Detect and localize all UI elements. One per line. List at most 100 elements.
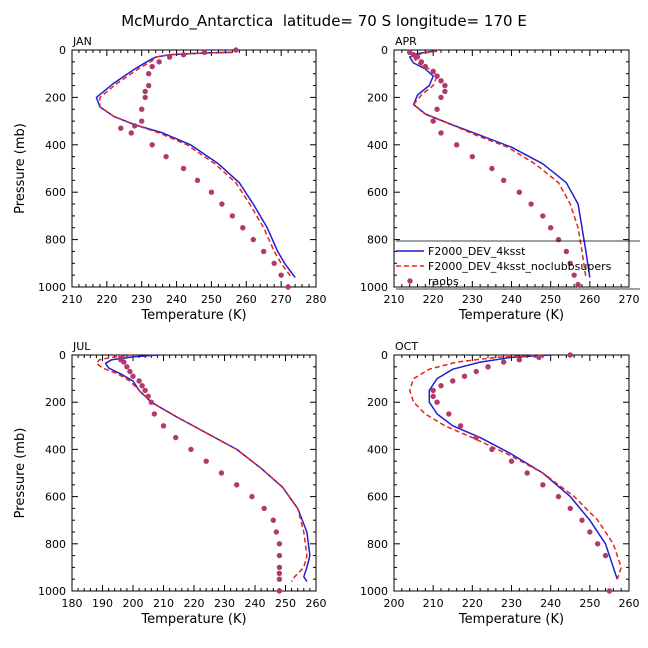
raobs-point xyxy=(229,213,236,219)
raobs-point xyxy=(438,78,444,84)
raobs-point xyxy=(249,493,255,500)
raobs-point xyxy=(524,470,530,476)
x-tick-label: 210 xyxy=(153,597,174,610)
raobs-point xyxy=(132,123,138,129)
x-tick-label: 210 xyxy=(423,597,444,610)
x-tick-label: 210 xyxy=(62,293,83,306)
legend-label: F2000_DEV_4ksst_noclubbsupers xyxy=(428,260,612,273)
x-tick-label: 180 xyxy=(62,597,83,610)
x-tick-label: 230 xyxy=(214,597,235,610)
y-tick-label: 400 xyxy=(367,139,388,152)
raobs-point xyxy=(188,446,194,453)
raobs-point xyxy=(430,387,436,394)
raobs-point xyxy=(233,47,239,53)
x-tick-label: 250 xyxy=(201,293,222,306)
raobs-point xyxy=(500,359,507,365)
y-tick-label: 800 xyxy=(45,234,66,247)
raobs-point xyxy=(430,68,436,75)
x-axis-label: Temperature (K) xyxy=(140,612,246,627)
x-tick-label: 210 xyxy=(384,293,405,306)
x-tick-label: 260 xyxy=(579,293,600,306)
raobs-point xyxy=(563,248,570,255)
raobs-point xyxy=(203,458,209,464)
x-tick-label: 260 xyxy=(306,597,327,610)
y-tick-label: 800 xyxy=(367,538,388,551)
series-f2000-dev-4ksst-line xyxy=(428,354,619,580)
raobs-point xyxy=(276,570,283,576)
y-tick-label: 800 xyxy=(367,234,388,247)
raobs-point xyxy=(434,399,440,405)
raobs-point xyxy=(180,165,187,172)
raobs-point xyxy=(450,378,456,384)
y-tick-label: 400 xyxy=(367,443,388,456)
panel-apr: 210 220 230 240 250 260 270 0 200 400 600 800 1000 AP… xyxy=(360,35,640,323)
legend-label: F2000_DEV_4ksst xyxy=(428,245,526,258)
raobs-point xyxy=(434,106,440,112)
series-f2000-dev-4ksst-noclubbsupers-line xyxy=(408,354,622,580)
raobs-point xyxy=(160,423,167,429)
raobs-point xyxy=(261,505,267,512)
raobs-point xyxy=(461,373,468,379)
raobs-point xyxy=(555,493,562,500)
raobs-point xyxy=(571,272,577,278)
raobs-point xyxy=(218,470,225,476)
x-axis-label: Temperature (K) xyxy=(458,308,564,323)
raobs-point xyxy=(453,142,460,148)
raobs-point xyxy=(273,529,280,535)
raobs-point xyxy=(149,63,155,70)
raobs-point xyxy=(536,354,542,361)
y-tick-label: 800 xyxy=(45,538,66,551)
raobs-point xyxy=(489,165,495,172)
raobs-point xyxy=(587,529,593,535)
legend: F2000_DEV_4ksst F2000_DEV_4ksst_noclubbsu… xyxy=(396,240,640,290)
x-tick-label: 230 xyxy=(501,597,522,610)
raobs-point xyxy=(516,189,523,195)
raobs-point xyxy=(142,88,148,95)
raobs-point xyxy=(142,387,148,394)
y-tick-label: 200 xyxy=(367,396,388,409)
panel-title: OCT xyxy=(395,340,418,353)
raobs-point xyxy=(434,73,440,79)
y-tick-label: 200 xyxy=(367,91,388,104)
x-tick-label: 240 xyxy=(166,293,187,306)
raobs-point xyxy=(547,225,554,231)
series-f2000-dev-4ksst-noclubbsupers-line xyxy=(95,354,308,582)
y-tick-label: 200 xyxy=(45,396,66,409)
raobs-point xyxy=(121,359,127,365)
raobs-point xyxy=(145,82,152,89)
raobs-point xyxy=(151,411,158,417)
raobs-point xyxy=(602,552,609,559)
raobs-point xyxy=(406,49,413,56)
x-tick-label: 230 xyxy=(462,293,483,306)
raobs-point xyxy=(276,552,283,559)
raobs-point xyxy=(446,411,452,417)
series-f2000-dev-4ksst-noclubbsupers-line xyxy=(412,50,587,278)
raobs-point xyxy=(201,49,208,56)
y-tick-label: 600 xyxy=(45,491,66,504)
x-tick-label: 220 xyxy=(184,597,205,610)
raobs-point xyxy=(473,368,479,375)
x-tick-label: 260 xyxy=(236,293,257,306)
raobs-point xyxy=(500,177,507,184)
x-tick-label: 240 xyxy=(540,597,561,610)
raobs-point xyxy=(508,458,515,464)
x-tick-label: 220 xyxy=(462,597,483,610)
panel-title: JAN xyxy=(72,35,92,48)
x-tick-label: 190 xyxy=(92,597,113,610)
raobs-point xyxy=(128,130,134,136)
x-tick-label: 200 xyxy=(384,597,405,610)
raobs-point xyxy=(457,423,464,429)
panels: 210 220 230 240 250 260 270 280 0 200 400 600 800 100… xyxy=(13,35,640,627)
raobs-point xyxy=(540,482,546,488)
y-tick-label: 1000 xyxy=(38,281,66,294)
raobs-point xyxy=(139,118,145,124)
panel-oct: 200 210 220 230 240 250 260 0 200 400 600 800 1000 OC… xyxy=(360,340,640,627)
panel-jan: 210 220 230 240 250 260 270 280 0 200 400 600 800 100… xyxy=(13,35,327,323)
raobs-point xyxy=(118,125,124,131)
raobs-point xyxy=(606,588,613,594)
y-tick-label: 0 xyxy=(59,349,66,362)
raobs-point xyxy=(430,393,436,399)
raobs-point xyxy=(136,378,142,384)
legend-label: raobs xyxy=(428,275,459,288)
panel-title: APR xyxy=(395,35,417,48)
